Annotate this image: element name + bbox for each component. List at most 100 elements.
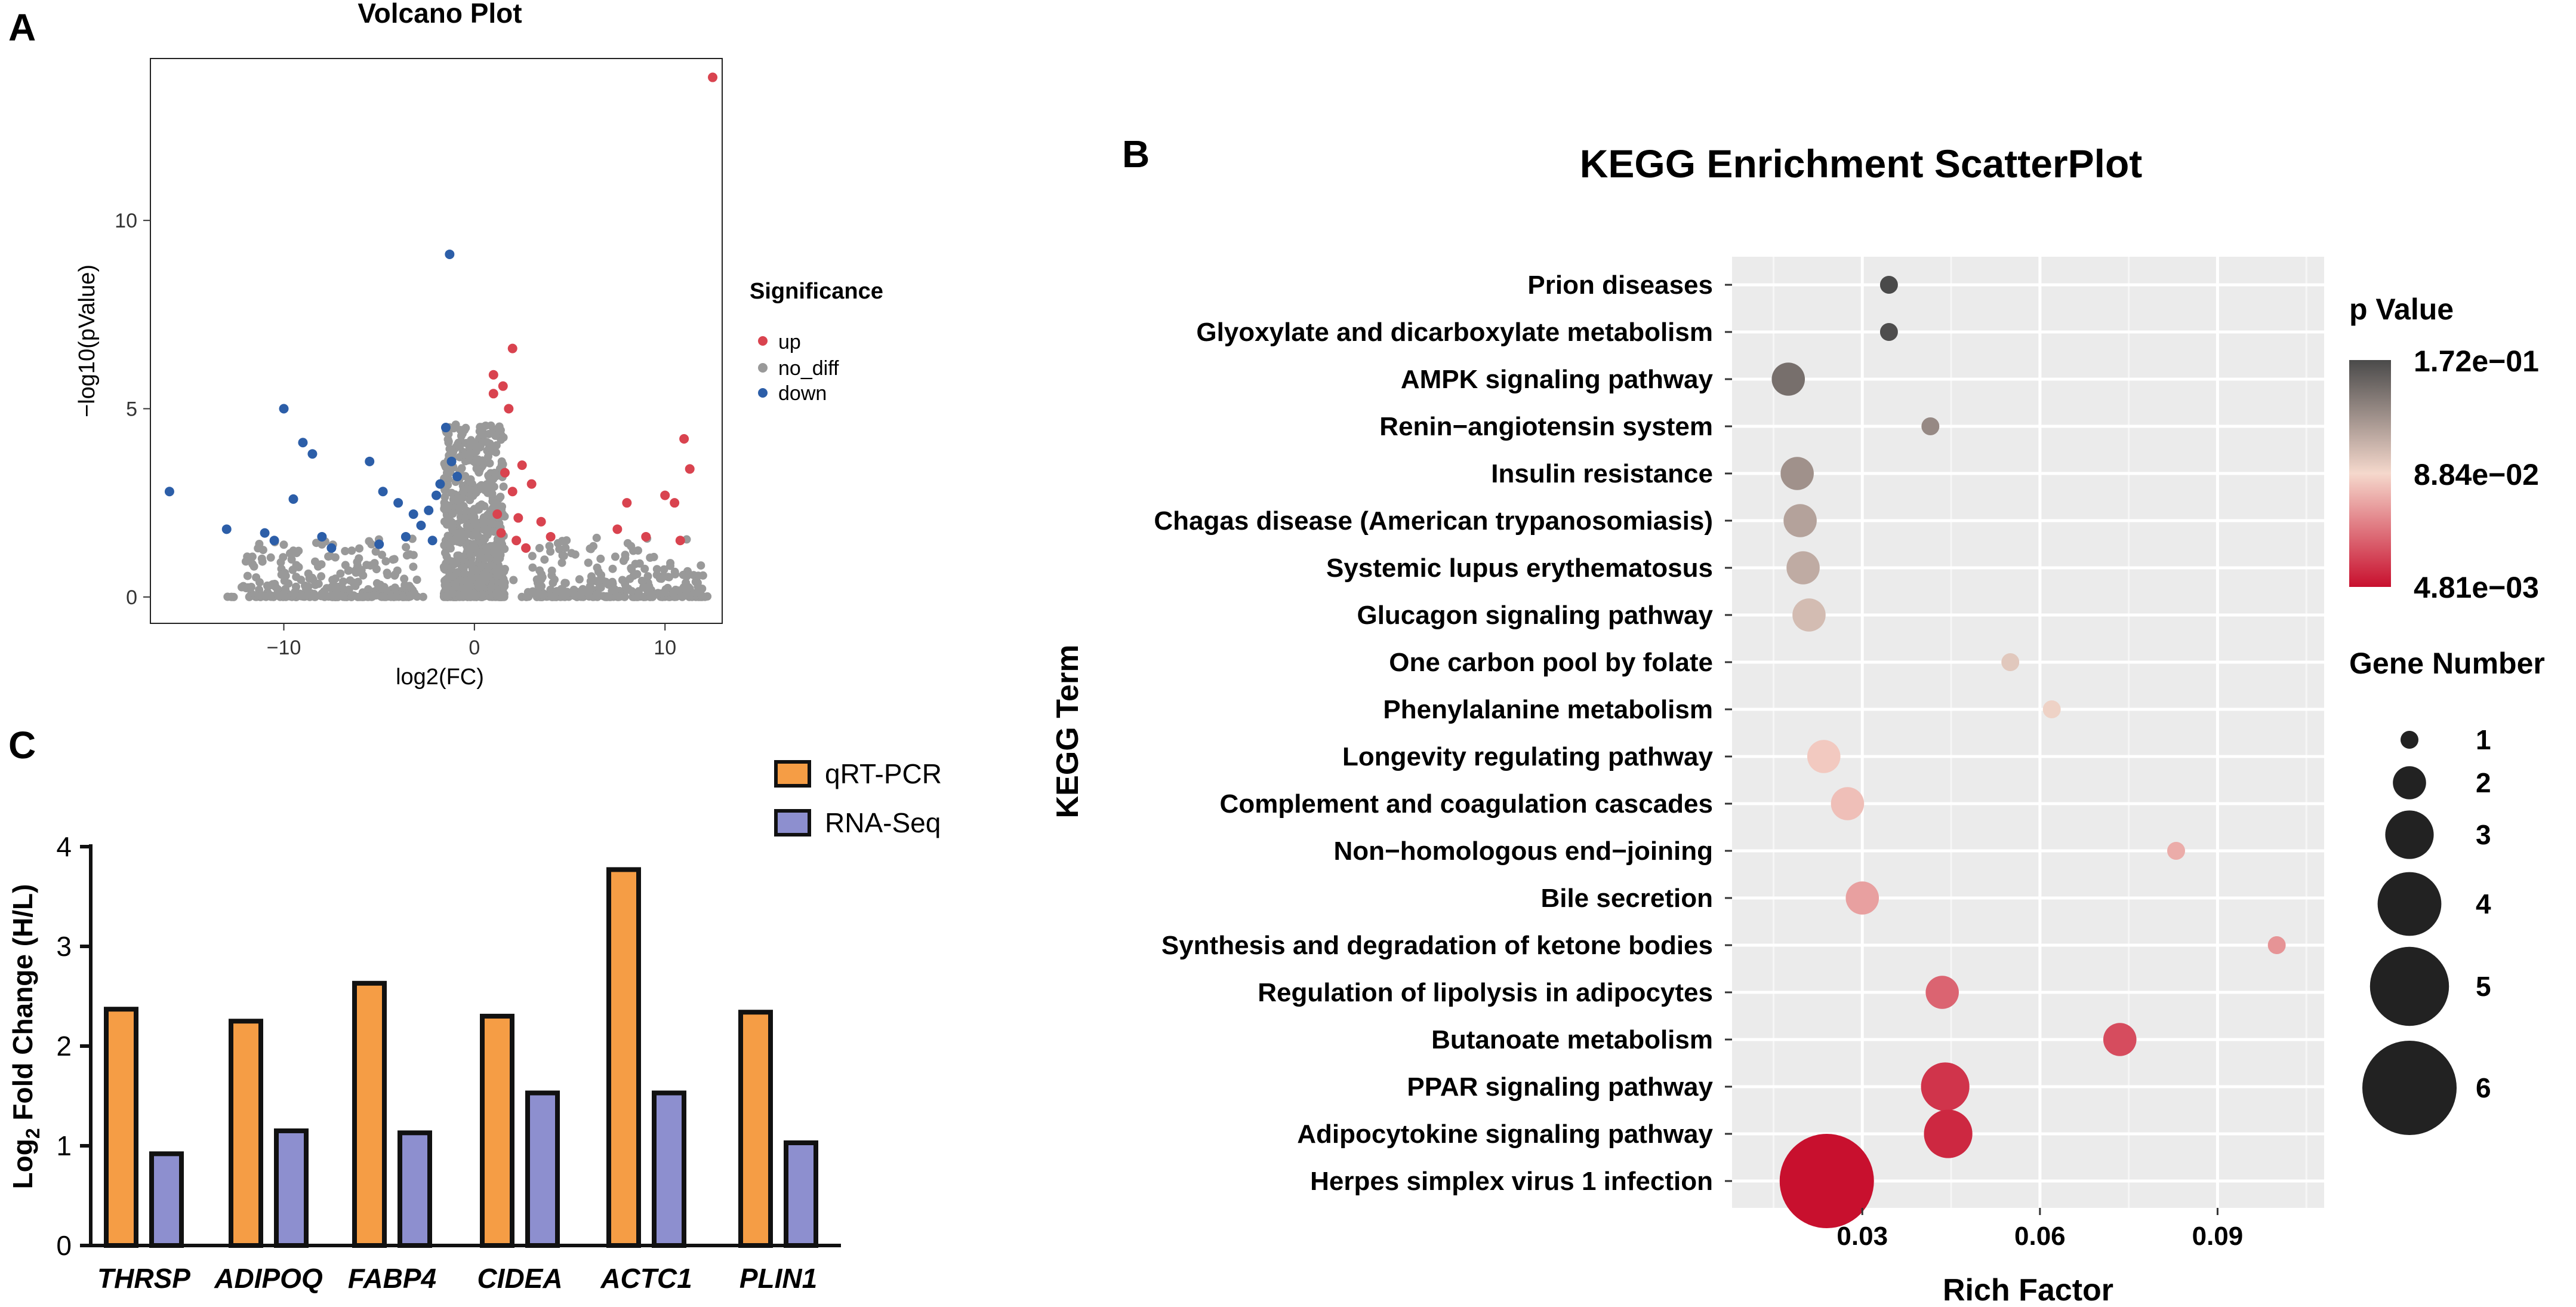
volcano-point-nodiff bbox=[497, 537, 506, 546]
volcano-point-nodiff bbox=[442, 505, 451, 513]
volcano-point-nodiff bbox=[393, 566, 402, 575]
volcano-point-nodiff bbox=[557, 558, 566, 567]
volcano-point-nodiff bbox=[440, 517, 449, 526]
volcano-point-nodiff bbox=[489, 482, 498, 491]
volcano-point-nodiff bbox=[458, 426, 467, 435]
volcano-point-nodiff bbox=[671, 570, 680, 579]
gene-number-legend-title: Gene Number bbox=[2349, 647, 2545, 680]
pvalue-min-label: 4.81e−03 bbox=[2414, 571, 2539, 604]
volcano-point-nodiff bbox=[637, 576, 646, 585]
volcano-point-nodiff bbox=[480, 525, 489, 534]
bar-rnaseq-adipoq bbox=[274, 1128, 309, 1248]
volcano-point-down bbox=[365, 456, 375, 466]
volcano-point-nodiff bbox=[631, 559, 640, 568]
volcano-point-down bbox=[288, 494, 298, 504]
volcano-point-nodiff bbox=[443, 531, 452, 540]
volcano-point-nodiff bbox=[402, 543, 411, 552]
volcano-x-tick-label: −10 bbox=[267, 636, 301, 659]
volcano-point-nodiff bbox=[341, 547, 350, 555]
kegg-term-label: Glucagon signaling pathway bbox=[1357, 601, 1713, 630]
volcano-point-up bbox=[513, 513, 523, 523]
volcano-point-up bbox=[536, 516, 546, 527]
kegg-term-label: Glyoxylate and dicarboxylate metabolism bbox=[1196, 318, 1713, 347]
kegg-point bbox=[1879, 323, 1898, 341]
volcano-point-nodiff bbox=[471, 531, 480, 540]
bar-category-labels: THRSP ADIPOQ FABP4 CIDEA ACTC1 PLIN1 bbox=[97, 1263, 817, 1294]
volcano-point-nodiff bbox=[418, 592, 427, 601]
volcano-point-nodiff bbox=[365, 537, 374, 546]
volcano-point-nodiff bbox=[292, 582, 300, 591]
volcano-x-axis: −10 0 10 bbox=[267, 623, 676, 659]
volcano-point-nodiff bbox=[490, 469, 499, 477]
volcano-point-down bbox=[260, 528, 270, 538]
volcano-point-nodiff bbox=[495, 550, 504, 559]
volcano-point-nodiff bbox=[480, 518, 489, 527]
volcano-point-nodiff bbox=[266, 553, 275, 562]
volcano-point-nodiff bbox=[522, 592, 531, 601]
volcano-point-nodiff bbox=[483, 562, 492, 571]
volcano-point-nodiff bbox=[457, 591, 466, 600]
volcano-point-nodiff bbox=[668, 589, 677, 598]
volcano-point-nodiff bbox=[682, 572, 691, 581]
volcano-point-nodiff bbox=[276, 558, 285, 567]
volcano-point-up bbox=[622, 498, 632, 508]
gene-number-legend-dot bbox=[2385, 810, 2434, 859]
volcano-point-nodiff bbox=[455, 529, 464, 538]
volcano-point-up bbox=[504, 404, 514, 414]
volcano-point-nodiff bbox=[608, 577, 617, 586]
volcano-point-up bbox=[660, 490, 670, 500]
volcano-point-up bbox=[521, 543, 531, 553]
volcano-point-nodiff bbox=[477, 481, 486, 490]
gene-number-legend-label: 1 bbox=[2476, 724, 2491, 755]
volcano-point-nodiff bbox=[257, 554, 266, 563]
bar-rnaseq-plin1 bbox=[784, 1140, 818, 1248]
volcano-points bbox=[164, 72, 718, 553]
volcano-point-nodiff bbox=[467, 574, 476, 583]
volcano-point-nodiff bbox=[440, 564, 449, 573]
legend-down-marker bbox=[758, 388, 768, 398]
volcano-point-nodiff bbox=[318, 540, 326, 549]
kegg-x-tick-label: 0.09 bbox=[2192, 1222, 2244, 1251]
bar-category-label: PLIN1 bbox=[739, 1263, 817, 1294]
kegg-point bbox=[2001, 653, 2020, 671]
volcano-point-up bbox=[507, 343, 517, 353]
volcano-point-nodiff bbox=[318, 589, 326, 598]
volcano-point-nodiff bbox=[451, 420, 460, 429]
volcano-point-down bbox=[298, 438, 308, 448]
volcano-point-nodiff bbox=[478, 456, 487, 465]
volcano-point-up bbox=[507, 487, 517, 497]
volcano-point-nodiff bbox=[368, 592, 377, 601]
volcano-point-nodiff bbox=[483, 553, 492, 562]
panel-b-label: B bbox=[1122, 133, 1150, 176]
volcano-point-down bbox=[279, 404, 289, 414]
kegg-term-label: Renin−angiotensin system bbox=[1379, 412, 1713, 441]
volcano-point-down bbox=[307, 449, 318, 459]
volcano-point-nodiff bbox=[314, 562, 322, 571]
volcano-point-nodiff bbox=[621, 553, 630, 562]
volcano-point-nodiff bbox=[648, 592, 657, 601]
volcano-point-nodiff bbox=[625, 574, 634, 583]
volcano-point-nodiff bbox=[455, 442, 464, 450]
legend-rnaseq-label: RNA-Seq bbox=[825, 807, 941, 838]
kegg-point bbox=[1771, 362, 1805, 396]
volcano-y-tick-label: 5 bbox=[126, 398, 137, 421]
kegg-point bbox=[2103, 1023, 2137, 1056]
volcano-point-nodiff bbox=[353, 568, 362, 577]
volcano-point-nodiff bbox=[499, 482, 508, 491]
volcano-point-nodiff bbox=[390, 583, 399, 592]
volcano-point-up bbox=[488, 389, 498, 399]
volcano-point-nodiff bbox=[389, 555, 398, 564]
volcano-point-nodiff bbox=[448, 537, 457, 546]
volcano-point-nodiff bbox=[245, 592, 254, 601]
volcano-point-nodiff bbox=[448, 509, 457, 518]
volcano-point-up bbox=[496, 528, 506, 538]
volcano-point-up bbox=[641, 531, 651, 542]
volcano-point-nodiff bbox=[643, 572, 652, 581]
volcano-point-nodiff bbox=[327, 592, 336, 601]
volcano-point-nodiff bbox=[371, 547, 380, 556]
volcano-point-nodiff bbox=[470, 592, 479, 601]
kegg-term-label: PPAR signaling pathway bbox=[1407, 1072, 1713, 1102]
kegg-point bbox=[1792, 598, 1826, 632]
panel-c-label: C bbox=[8, 724, 36, 767]
volcano-point-nodiff bbox=[446, 544, 455, 553]
